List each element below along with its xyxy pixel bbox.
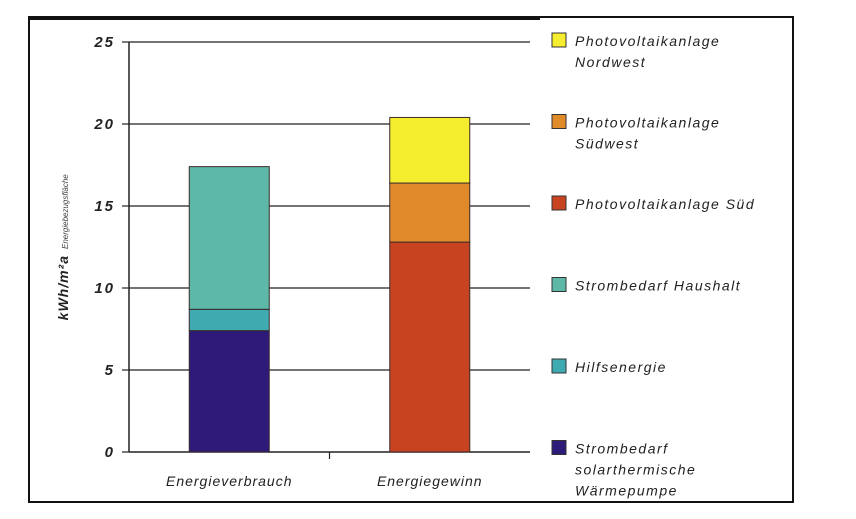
bars	[188, 116, 471, 453]
legend-label-0: Strombedarf solarthermische Wärmepumpe	[575, 441, 696, 499]
y-tick-label-20: 20	[93, 116, 115, 133]
y-tick-label-15: 15	[94, 198, 115, 215]
legend-swatch-2	[551, 277, 567, 292]
x-category-label-0: Energieverbrauch	[166, 473, 293, 489]
legend-label-5: Photovoltaikanlage Nordwest	[575, 33, 720, 70]
legend: Photovoltaikanlage NordwestPhotovoltaikan…	[551, 32, 755, 499]
bar-segment-energieverbrauch-1	[188, 308, 270, 332]
x-category-labels: Energieverbrauch Energiegewinn	[166, 473, 483, 489]
legend-swatch-1	[551, 358, 567, 374]
legend-swatch-4	[551, 114, 567, 129]
legend-label-3: Photovoltaikanlage Süd	[575, 196, 755, 212]
legend-label-line-0-0: Strombedarf	[575, 441, 669, 457]
y-tick-label-25: 25	[93, 34, 115, 51]
bar-segment-energiegewinn-3	[389, 241, 471, 453]
legend-label-line-5-1: Nordwest	[575, 54, 646, 70]
bar-segment-energiegewinn-4	[389, 182, 471, 243]
legend-swatch-5	[551, 32, 567, 48]
legend-swatch-3	[551, 195, 567, 211]
x-category-label-1: Energiegewinn	[377, 473, 483, 489]
legend-label-line-0-2: Wärmepumpe	[575, 483, 678, 499]
y-tick-labels: 0 5 10 15 20 25	[93, 34, 115, 461]
legend-swatch-0	[551, 440, 567, 455]
y-tick-label-5: 5	[105, 362, 115, 379]
legend-label-line-3-0: Photovoltaikanlage Süd	[575, 196, 755, 212]
y-axis-title: kWh/m²a Energiebezugsfläche	[55, 174, 71, 321]
y-tick-label-0: 0	[105, 444, 115, 461]
legend-label-line-1-0: Hilfsenergie	[575, 359, 667, 375]
legend-label-line-5-0: Photovoltaikanlage	[575, 33, 720, 49]
y-tick-label-10: 10	[94, 280, 115, 297]
legend-label-line-4-1: Südwest	[575, 136, 639, 152]
y-axis-title-group: kWh/m²a Energiebezugsfläche	[55, 174, 71, 321]
bar-segment-energiegewinn-5	[389, 116, 471, 184]
y-axis-title-text: kWh/m²a	[55, 255, 71, 320]
legend-label-line-0-1: solarthermische	[575, 462, 696, 478]
stacked-bar-chart: 0 5 10 15 20 25 Energieverbrauch Energiegewinn…	[55, 32, 755, 499]
legend-label-4: Photovoltaikanlage Südwest	[575, 115, 720, 152]
legend-label-line-2-0: Strombedarf Haushalt	[575, 278, 741, 294]
bar-segment-energieverbrauch-2	[188, 166, 270, 310]
legend-label-1: Hilfsenergie	[575, 359, 667, 375]
bar-segment-energieverbrauch-0	[188, 330, 270, 453]
frame-top-line	[30, 18, 540, 20]
legend-label-2: Strombedarf Haushalt	[575, 278, 741, 294]
legend-label-line-4-0: Photovoltaikanlage	[575, 115, 720, 131]
chart-frame: 0 5 10 15 20 25 Energieverbrauch Energiegewinn…	[28, 16, 794, 503]
y-axis-subtitle-text: Energiebezugsfläche	[61, 174, 70, 249]
